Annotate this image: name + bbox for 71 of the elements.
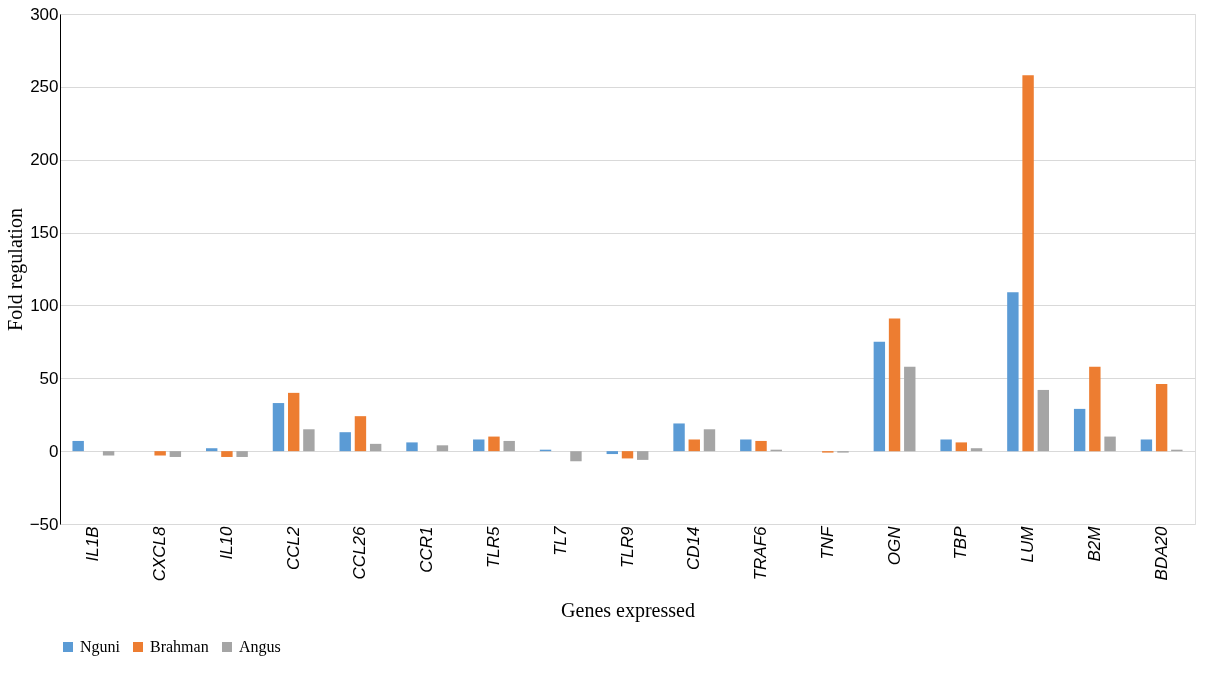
x-tick-label: TNF <box>817 524 837 560</box>
bar <box>755 440 767 452</box>
bar <box>169 451 182 457</box>
y-tick-label: 0 <box>49 441 59 461</box>
y-tick-label: 100 <box>30 295 59 315</box>
legend-label: Angus <box>239 638 281 656</box>
bar <box>621 451 634 459</box>
x-tick-label: CCR1 <box>417 526 437 573</box>
bar <box>1037 389 1050 452</box>
y-tick-label: 200 <box>30 150 59 170</box>
x-tick-label: LUM <box>1018 525 1038 563</box>
bar <box>703 429 716 452</box>
x-tick-label: CXCL8 <box>150 525 170 582</box>
bar <box>236 451 248 457</box>
bar <box>473 439 485 452</box>
bar <box>503 440 515 452</box>
x-tick-label: CD14 <box>684 526 704 570</box>
bar <box>406 442 418 452</box>
bar <box>287 392 300 452</box>
x-tick-label: TRAF6 <box>751 525 771 581</box>
y-tick-label: 50 <box>39 368 59 388</box>
y-tick-label: −50 <box>29 514 59 534</box>
bar <box>1140 439 1153 452</box>
bar <box>1155 384 1168 452</box>
bar <box>637 451 649 460</box>
y-tick-label: 300 <box>30 4 59 24</box>
bar <box>740 439 752 452</box>
bar <box>369 443 382 452</box>
bar <box>970 448 983 452</box>
x-axis-title: Genes expressed <box>561 599 695 623</box>
bar <box>1022 75 1034 452</box>
bar <box>873 341 886 452</box>
bar <box>1089 366 1101 452</box>
x-tick-label: TBP <box>951 525 971 560</box>
bar <box>940 439 952 452</box>
legend-label: Nguni <box>80 638 121 656</box>
x-tick-label: IL10 <box>216 525 236 560</box>
bar <box>955 442 968 452</box>
bar <box>1104 436 1116 452</box>
bar <box>354 416 367 452</box>
bar <box>606 451 618 455</box>
bar <box>102 451 115 456</box>
x-tick-label: CCL2 <box>283 525 303 570</box>
bar <box>154 451 166 456</box>
bar <box>72 440 84 452</box>
x-tick-label: TLR5 <box>483 525 503 569</box>
legend-label: Brahman <box>150 638 209 655</box>
bar <box>904 366 916 452</box>
x-tick-label: TL7 <box>550 525 570 556</box>
bar <box>673 423 685 452</box>
bar <box>488 436 500 452</box>
y-tick-label: 250 <box>30 77 59 97</box>
bar <box>205 448 218 452</box>
y-axis-title: Fold regulation <box>3 208 27 331</box>
bar <box>221 451 233 457</box>
bar <box>888 318 901 452</box>
x-tick-label: B2M <box>1084 525 1104 562</box>
bar <box>688 439 700 452</box>
x-tick-label: CCL26 <box>350 525 370 580</box>
x-tick-label: IL1B <box>83 526 103 562</box>
y-tick-label: 150 <box>30 223 59 243</box>
x-tick-label: TLR9 <box>617 525 637 569</box>
bar <box>272 403 285 452</box>
bar <box>436 445 449 452</box>
bar <box>1007 292 1019 452</box>
bar <box>1073 408 1086 452</box>
x-tick-label: BDA20 <box>1151 525 1171 581</box>
bar <box>303 429 315 452</box>
bar <box>339 432 351 452</box>
x-tick-label: OGN <box>884 525 904 566</box>
bar <box>570 451 582 462</box>
